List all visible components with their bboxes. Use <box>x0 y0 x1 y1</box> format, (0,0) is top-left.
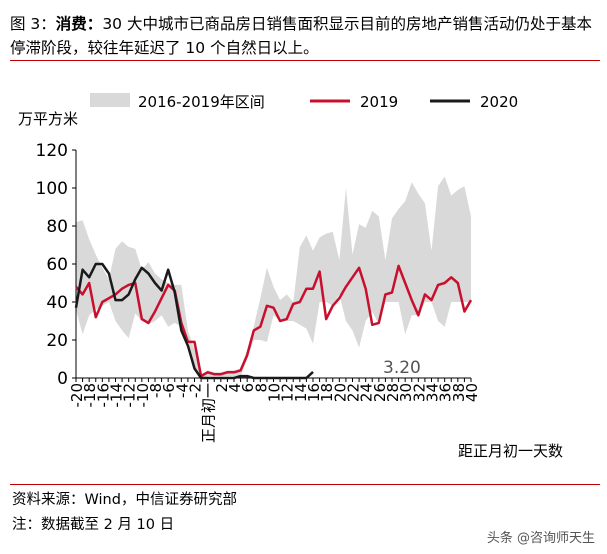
x-tick-label: 38 <box>450 383 468 402</box>
y-tick-label: 100 <box>36 179 68 199</box>
figure-caption: 30 大中城市已商品房日销售面积显示目前的房地产销售活动仍处于基本停滞阶段，较往… <box>10 15 592 57</box>
x-tick-label: 4 <box>226 383 244 393</box>
x-tick-label: -6 <box>160 383 178 398</box>
x-tick-label: -2 <box>187 383 205 398</box>
y-tick-label: 80 <box>46 217 68 237</box>
figure-title: 图 3：消费：30 大中城市已商品房日销售面积显示目前的房地产销售活动仍处于基本… <box>10 12 600 60</box>
x-tick-label: 6 <box>239 383 257 393</box>
legend-band-swatch <box>90 93 130 107</box>
bottom-divider <box>10 484 600 485</box>
x-tick-label: 24 <box>358 383 376 402</box>
x-tick-label: 2 <box>213 383 231 393</box>
legend: 2016-2019年区间 2019 2020 <box>90 93 518 111</box>
y-tick-label: 20 <box>46 331 68 351</box>
x-tick-label: 20 <box>331 383 349 402</box>
x-tick-label: -8 <box>147 383 165 398</box>
legend-2019-label: 2019 <box>360 93 398 111</box>
x-axis-label: 距正月初一天数 <box>458 442 563 460</box>
figure-topic: 消费： <box>55 15 103 33</box>
range-band <box>76 176 471 378</box>
x-tick-label: 40 <box>463 383 481 402</box>
x-tick-label: 34 <box>424 383 442 402</box>
x-tick-label: -18 <box>81 383 99 408</box>
x-tick-label: -4 <box>173 383 191 398</box>
x-tick-label: 36 <box>437 383 455 402</box>
x-tick-label: -16 <box>94 383 112 408</box>
x-tick-label: 22 <box>345 383 363 402</box>
y-tick-label: 120 <box>36 141 68 161</box>
x-tick-label: 10 <box>266 383 284 402</box>
x-tick-label: 26 <box>371 383 389 402</box>
series-2019-line <box>75 264 473 378</box>
x-tick-label: -20 <box>68 383 86 408</box>
y-unit-label: 万平方米 <box>18 110 78 128</box>
x-tick-label: 28 <box>384 383 402 402</box>
x-tick-label: 8 <box>252 383 270 393</box>
legend-band-label: 2016-2019年区间 <box>138 93 265 111</box>
x-tick-label: 14 <box>292 383 310 402</box>
chart: 2016-2019年区间 2019 2020 万平方米 0 20 40 60 80 100… <box>18 93 563 460</box>
last-value-annotation: 3.20 <box>383 358 421 378</box>
x-tick-label: 正月初一 <box>200 383 218 443</box>
x-tick-label: 30 <box>397 383 415 402</box>
y-tick-label: 40 <box>46 293 68 313</box>
x-tick-label: 32 <box>410 383 428 402</box>
source-text: 资料来源：Wind，中信证券研究部 <box>12 492 237 508</box>
series-2020-line <box>74 262 314 380</box>
x-tick-label: -14 <box>108 383 126 408</box>
x-tick-label: 16 <box>305 383 323 402</box>
watermark: 头条 @咨询师天生 <box>486 531 595 546</box>
x-tick-label: -10 <box>134 383 152 408</box>
x-tick-label: 18 <box>318 383 336 402</box>
figure-number: 图 3： <box>10 15 56 33</box>
y-tick-label: 60 <box>46 255 68 275</box>
top-divider <box>10 60 600 61</box>
x-tick-label: -12 <box>121 383 139 408</box>
x-tick-label: 12 <box>279 383 297 402</box>
note-text: 注：数据截至 2 月 10 日 <box>12 517 175 533</box>
y-tick-label: 0 <box>57 369 68 389</box>
legend-2020-label: 2020 <box>480 93 518 111</box>
